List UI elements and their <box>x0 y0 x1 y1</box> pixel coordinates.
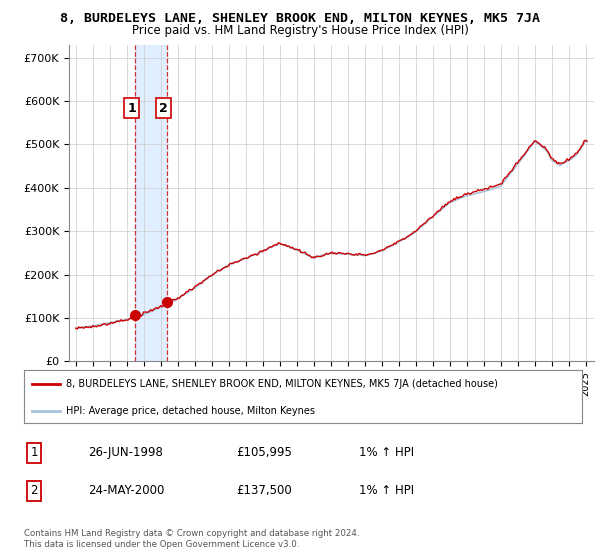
Text: 8, BURDELEYS LANE, SHENLEY BROOK END, MILTON KEYNES, MK5 7JA (detached house): 8, BURDELEYS LANE, SHENLEY BROOK END, MI… <box>66 380 498 390</box>
Bar <box>135 45 167 361</box>
Text: 2: 2 <box>30 484 38 497</box>
Text: 24-MAY-2000: 24-MAY-2000 <box>88 484 164 497</box>
Text: £105,995: £105,995 <box>236 446 292 459</box>
Text: HPI: Average price, detached house, Milton Keynes: HPI: Average price, detached house, Milt… <box>66 406 315 416</box>
Text: 1: 1 <box>127 101 136 115</box>
Text: 1: 1 <box>30 446 38 459</box>
Text: 2: 2 <box>160 101 168 115</box>
Text: Contains HM Land Registry data © Crown copyright and database right 2024.
This d: Contains HM Land Registry data © Crown c… <box>24 529 359 549</box>
Text: 1% ↑ HPI: 1% ↑ HPI <box>359 484 414 497</box>
Text: 8, BURDELEYS LANE, SHENLEY BROOK END, MILTON KEYNES, MK5 7JA: 8, BURDELEYS LANE, SHENLEY BROOK END, MI… <box>60 12 540 25</box>
Text: 1% ↑ HPI: 1% ↑ HPI <box>359 446 414 459</box>
Text: 26-JUN-1998: 26-JUN-1998 <box>88 446 163 459</box>
Text: Price paid vs. HM Land Registry's House Price Index (HPI): Price paid vs. HM Land Registry's House … <box>131 24 469 37</box>
Text: £137,500: £137,500 <box>236 484 292 497</box>
